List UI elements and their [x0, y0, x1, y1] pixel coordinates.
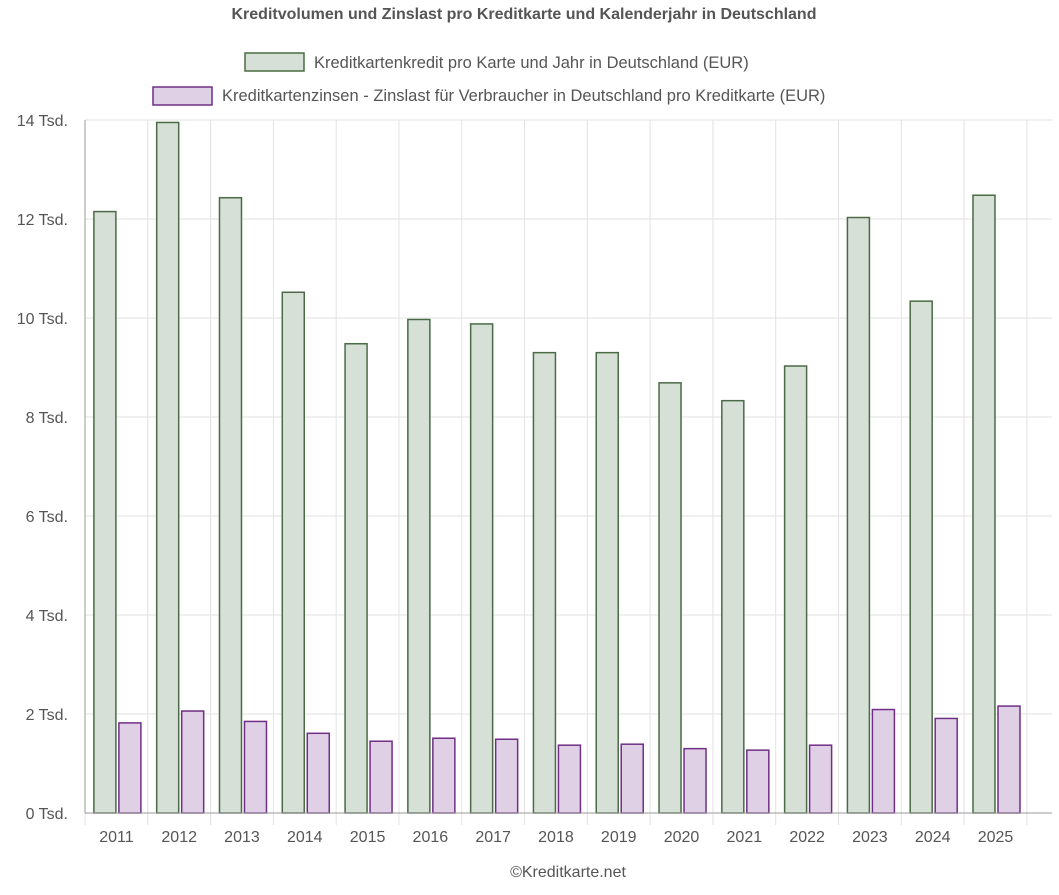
bar-credit-2013[interactable]	[218, 196, 243, 814]
bar-credit-2022[interactable]	[783, 365, 808, 814]
x-tick-label: 2023	[852, 829, 888, 846]
bar-interest-2011[interactable]	[118, 722, 142, 814]
legend-item-credit[interactable]: Kreditkartenkredit pro Karte und Jahr in…	[244, 52, 749, 72]
bar-interest-2014[interactable]	[306, 732, 331, 814]
y-axis-ticks: 0 Tsd. 2 Tsd. 4 Tsd. 6 Tsd. 8 Tsd. 10 Tsd. 12 …	[17, 113, 68, 823]
bar-credit-2020[interactable]	[658, 382, 682, 814]
y-tick-label: 2 Tsd.	[26, 707, 68, 724]
bar-credit-2024[interactable]	[909, 300, 933, 814]
bar-credit-2012[interactable]	[155, 121, 180, 814]
x-tick-label: 2013	[224, 829, 260, 846]
legend-label-interest: Kreditkartenzinsen - Zinslast für Verbra…	[222, 87, 825, 105]
bar-interest-2018[interactable]	[557, 744, 582, 814]
x-tick-label: 2017	[475, 829, 511, 846]
y-tick-label: 8 Tsd.	[26, 410, 68, 427]
bar-credit-2021[interactable]	[721, 399, 745, 814]
y-tick-label: 4 Tsd.	[26, 608, 68, 625]
bar-interest-2024[interactable]	[934, 717, 958, 814]
chart-title: Kreditvolumen und Zinslast pro Kreditkar…	[232, 6, 817, 23]
bar-interest-2017[interactable]	[494, 738, 519, 814]
bars	[93, 121, 1021, 814]
y-tick-label: 12 Tsd.	[17, 212, 68, 229]
credit-text: ©Kreditkarte.net	[510, 864, 626, 881]
x-tick-label: 2024	[915, 829, 951, 846]
bar-credit-2017[interactable]	[469, 323, 494, 814]
bar-credit-2019[interactable]	[595, 351, 619, 814]
bar-interest-2012[interactable]	[180, 710, 205, 814]
bar-credit-2018[interactable]	[532, 351, 557, 814]
y-tick-label: 0 Tsd.	[26, 806, 68, 823]
bar-credit-2016[interactable]	[407, 318, 431, 814]
bar-interest-2013[interactable]	[243, 720, 268, 814]
x-tick-label: 2022	[789, 829, 825, 846]
legend-item-interest[interactable]: Kreditkartenzinsen - Zinslast für Verbra…	[152, 86, 825, 106]
legend-swatch-credit	[244, 52, 305, 72]
legend-label-credit: Kreditkartenkredit pro Karte und Jahr in…	[314, 54, 749, 72]
x-tick-label: 2020	[664, 829, 700, 846]
y-tick-label: 14 Tsd.	[17, 113, 68, 130]
x-tick-label: 2012	[161, 829, 197, 846]
x-tick-label: 2015	[350, 829, 386, 846]
bar-interest-2019[interactable]	[620, 743, 644, 814]
x-tick-label: 2019	[601, 829, 637, 846]
x-tick-label: 2011	[99, 829, 134, 846]
legend: Kreditkartenkredit pro Karte und Jahr in…	[152, 52, 825, 106]
x-tick-label: 2025	[978, 829, 1014, 846]
bar-credit-2014[interactable]	[281, 291, 306, 814]
y-tick-label: 6 Tsd.	[26, 509, 68, 526]
bar-interest-2021[interactable]	[746, 749, 770, 814]
grid-lines	[84, 119, 1052, 825]
bar-interest-2025[interactable]	[997, 705, 1021, 814]
x-tick-label: 2021	[727, 829, 763, 846]
y-tick-label: 10 Tsd.	[17, 311, 68, 328]
bar-interest-2023[interactable]	[871, 708, 896, 814]
bar-credit-2011[interactable]	[93, 210, 117, 814]
bar-interest-2015[interactable]	[369, 740, 393, 814]
bar-credit-2023[interactable]	[846, 216, 871, 814]
bar-credit-2025[interactable]	[972, 194, 996, 814]
bar-interest-2022[interactable]	[808, 744, 833, 814]
bar-interest-2016[interactable]	[432, 737, 456, 814]
bar-credit-2015[interactable]	[344, 342, 368, 814]
x-tick-label: 2016	[413, 829, 449, 846]
x-tick-label: 2018	[538, 829, 574, 846]
x-tick-label: 2014	[287, 829, 323, 846]
legend-swatch-interest	[152, 86, 213, 106]
x-axis-ticks: 2011 2012 2013 2014 2015 2016 2017 2018 2019 2020…	[99, 829, 1013, 846]
bar-interest-2020[interactable]	[683, 747, 707, 814]
